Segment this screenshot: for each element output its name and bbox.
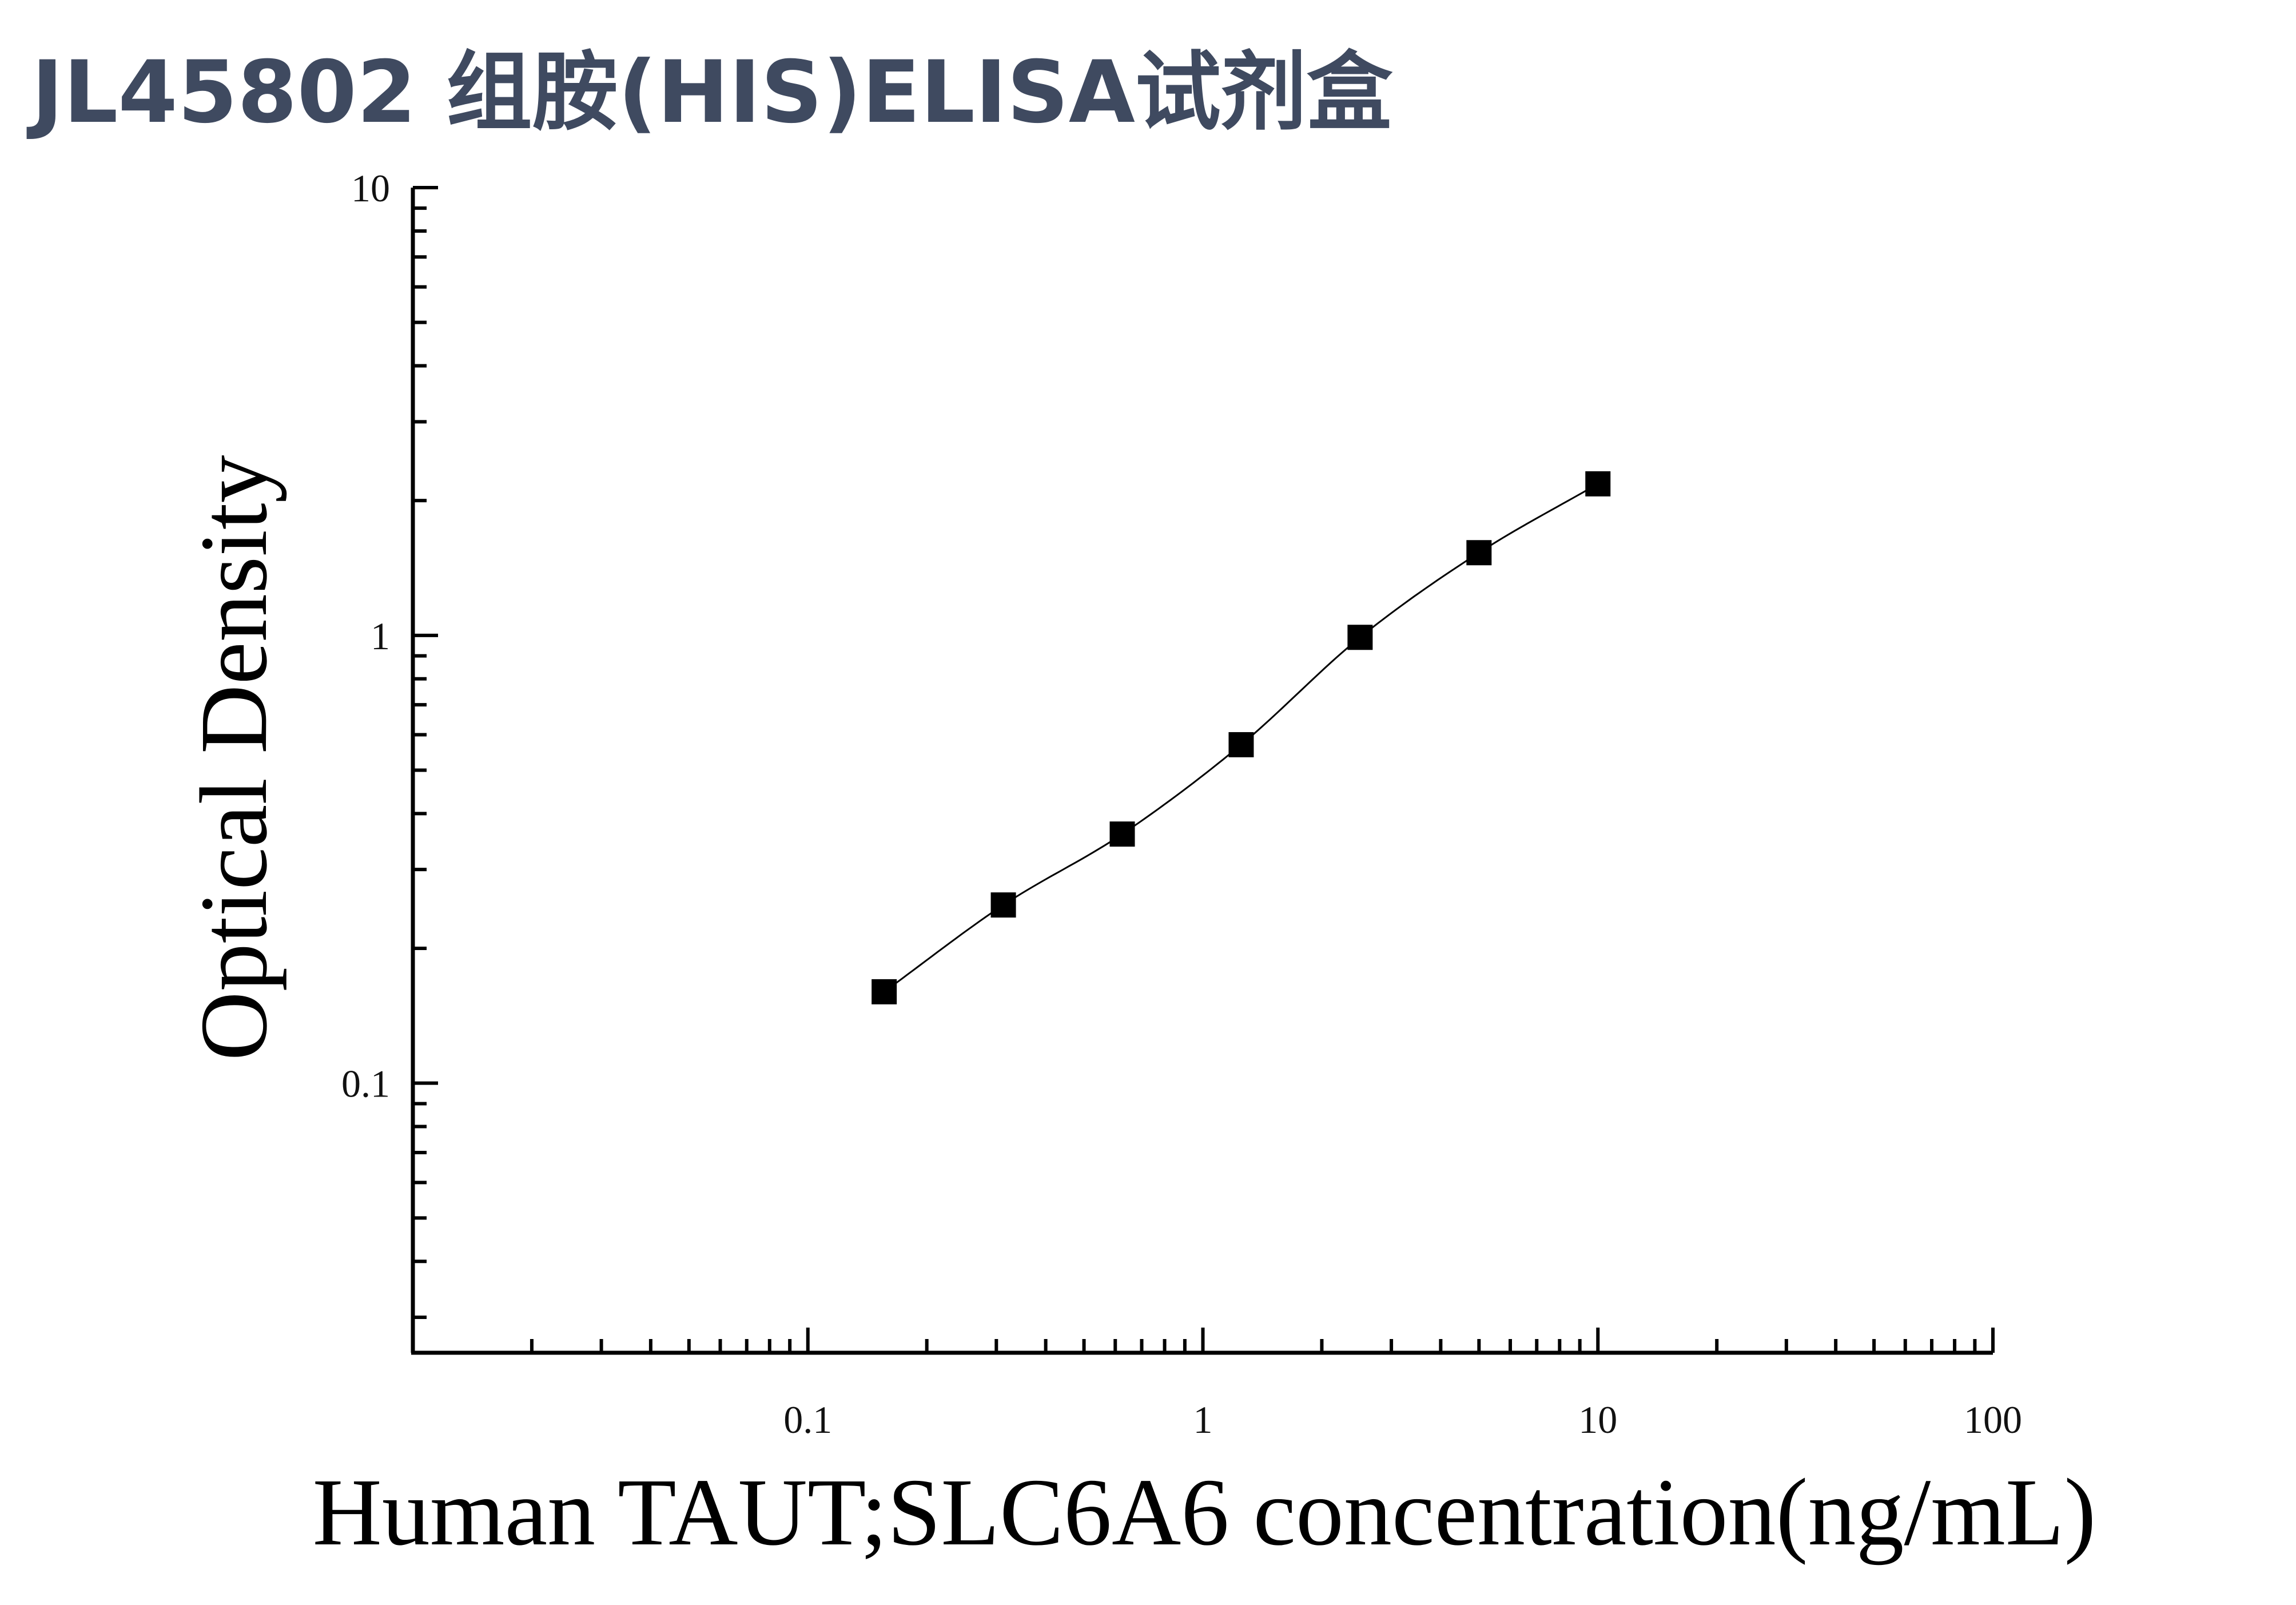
data-point	[872, 979, 897, 1004]
data-point	[990, 892, 1016, 918]
x-tick-label: 1	[1193, 1398, 1213, 1441]
chart-axes	[411, 188, 1993, 1355]
data-point	[1347, 625, 1373, 650]
x-axis-title: Human TAUT;SLC6A6 concentration(ng/mL)	[313, 1459, 2096, 1566]
y-axis-title: Optical Density	[181, 455, 287, 1060]
data-point	[1228, 732, 1254, 757]
data-point	[1466, 540, 1492, 566]
x-axis-ticks: 0.1 1 10 100	[411, 1328, 2022, 1441]
page-title: JL45802 组胺(HIS)ELISA试剂盒	[31, 43, 1392, 142]
x-tick-label: 10	[1578, 1398, 1617, 1441]
data-points	[872, 471, 1611, 1004]
y-tick-label: 0.1	[341, 1062, 390, 1106]
y-axis-ticks: 0.1 1 10	[341, 166, 438, 1320]
y-tick-label: 1	[371, 614, 390, 658]
x-tick-label: 0.1	[783, 1398, 832, 1441]
x-tick-label: 100	[1964, 1398, 2022, 1441]
y-tick-label: 10	[351, 166, 390, 210]
data-point	[1585, 471, 1611, 496]
data-point	[1109, 821, 1135, 847]
